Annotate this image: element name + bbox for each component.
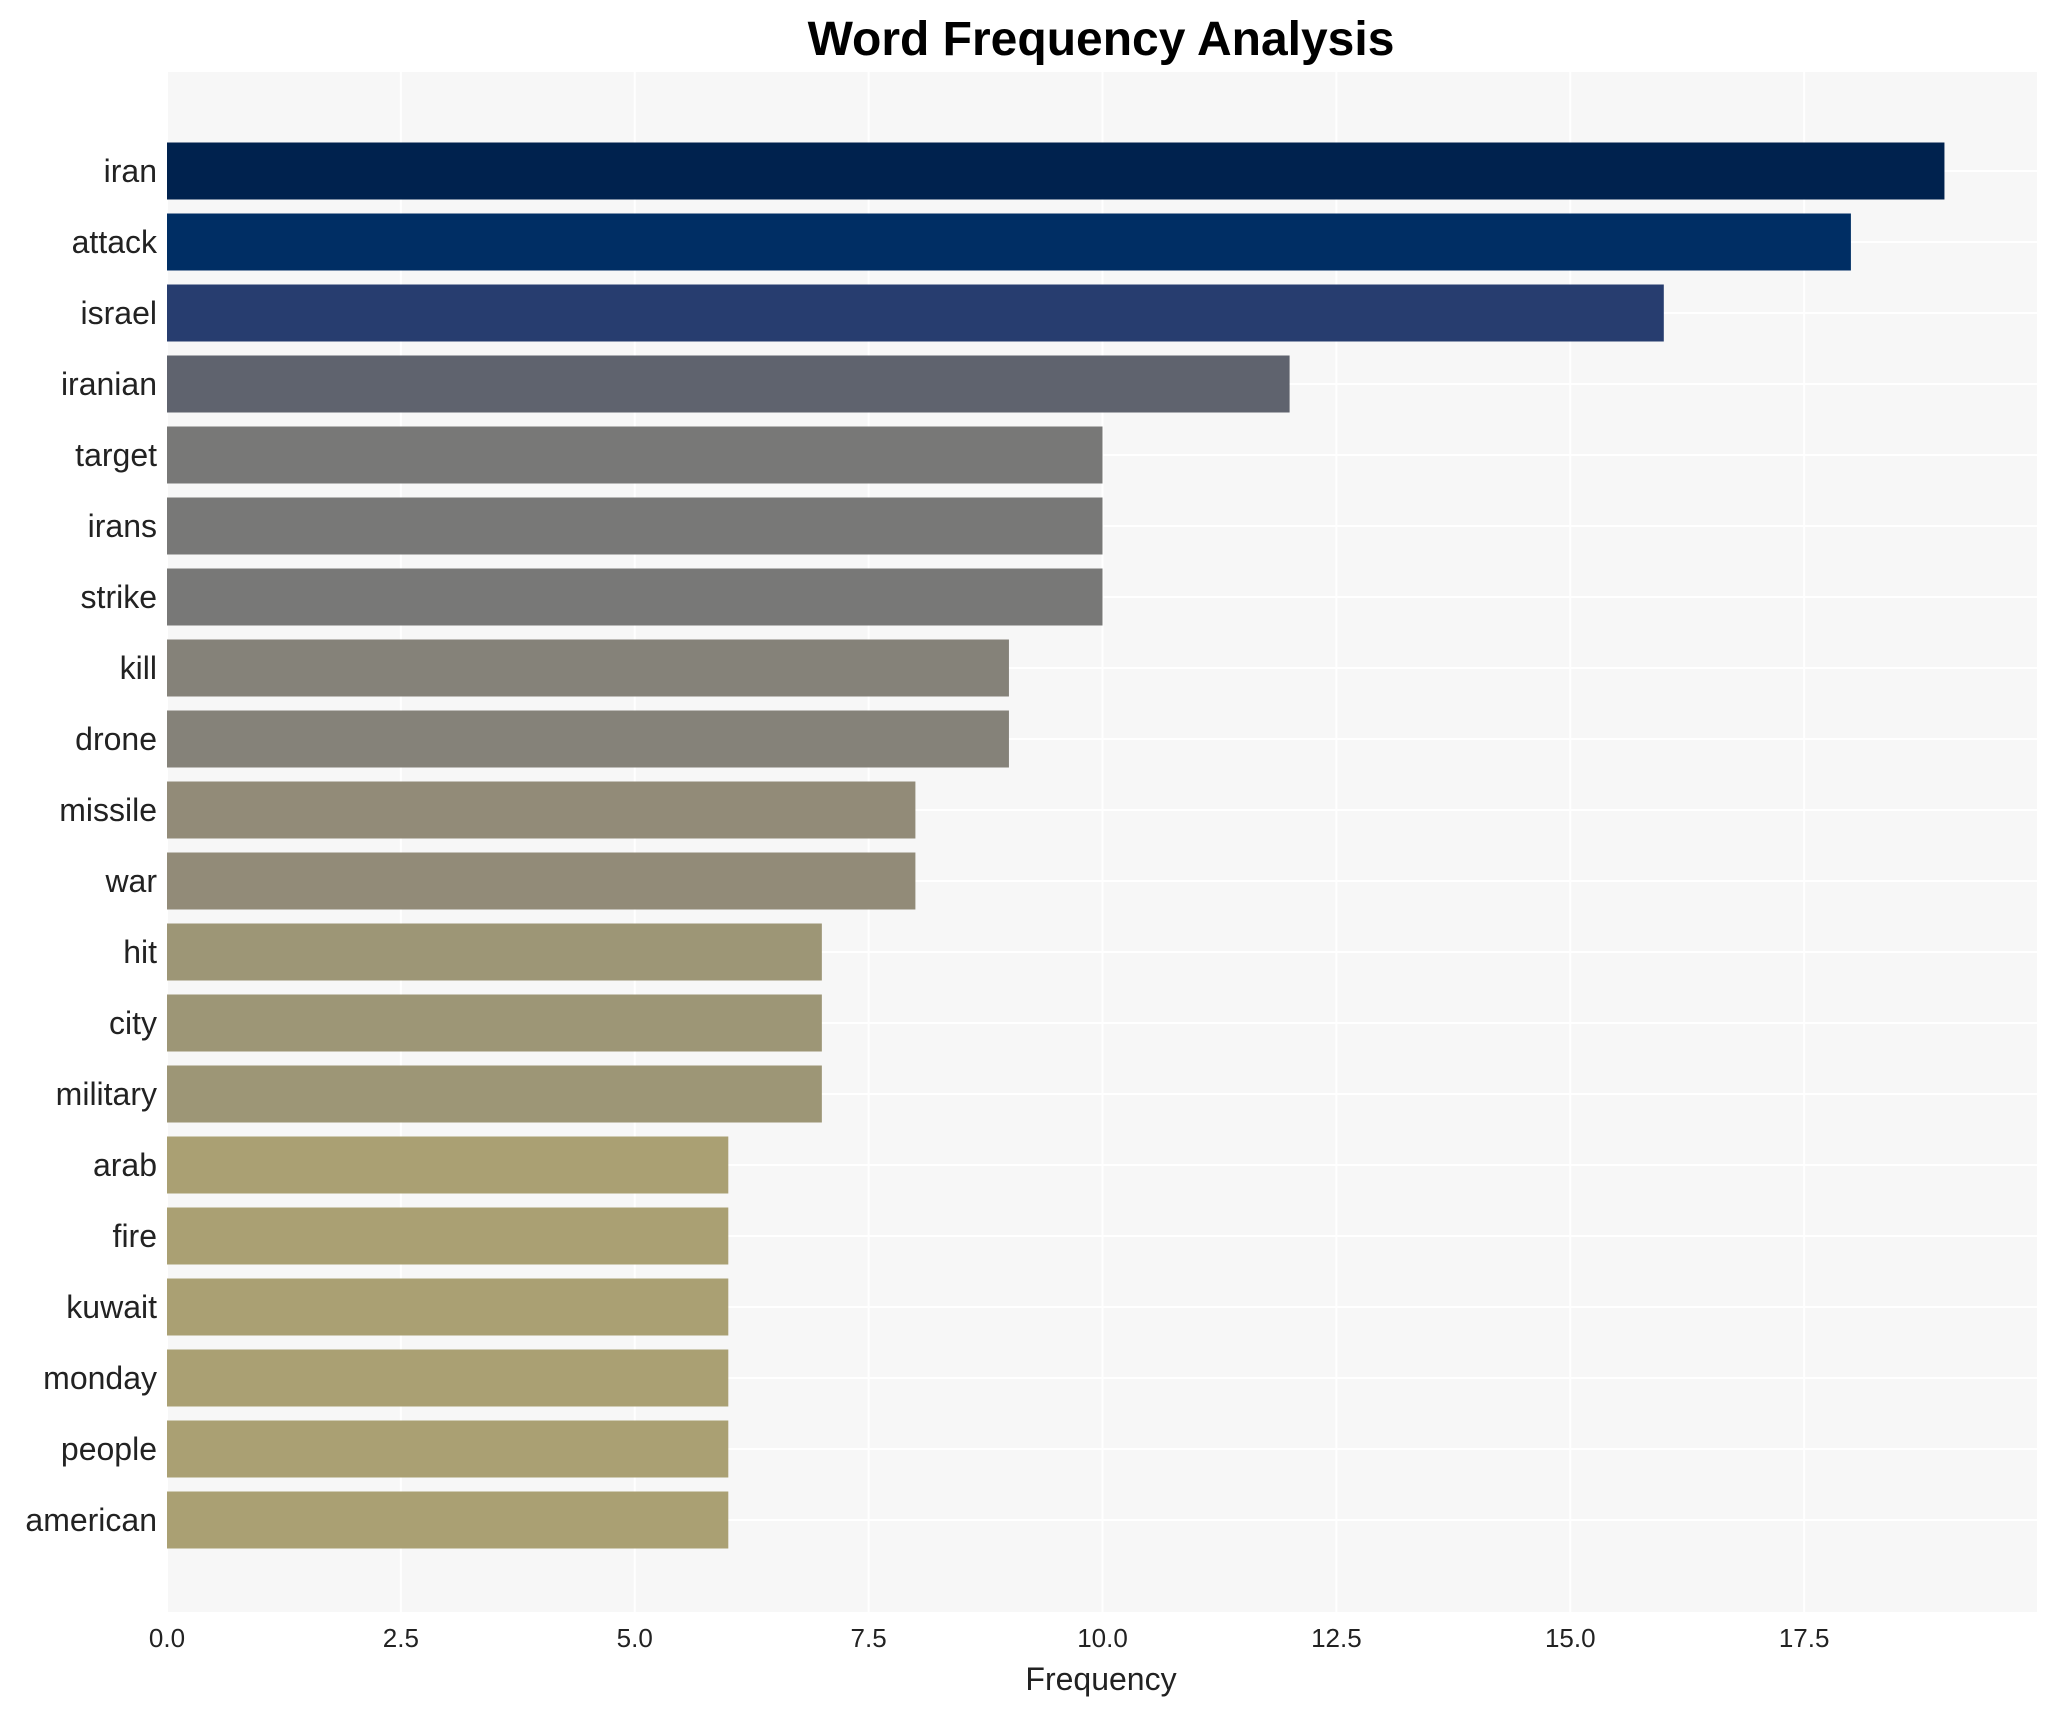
category-label-hit: hit (123, 934, 157, 970)
bar-military (167, 1065, 822, 1123)
chart-title: Word Frequency Analysis (808, 13, 1395, 66)
bar-monday (167, 1349, 729, 1407)
category-label-monday: monday (43, 1360, 157, 1396)
x-tick-label: 2.5 (383, 1623, 419, 1653)
x-tick-label: 15.0 (1545, 1623, 1596, 1653)
category-label-kill: kill (120, 650, 157, 686)
category-label-fire: fire (113, 1218, 157, 1254)
bar-kuwait (167, 1278, 729, 1336)
category-label-iran: iran (104, 153, 157, 189)
category-label-people: people (61, 1431, 157, 1467)
category-label-city: city (109, 1005, 157, 1041)
bar-city (167, 994, 822, 1052)
x-tick-label: 0.0 (149, 1623, 185, 1653)
category-label-arab: arab (93, 1147, 157, 1183)
category-label-target: target (75, 437, 157, 473)
x-tick-label: 12.5 (1311, 1623, 1362, 1653)
category-label-missile: missile (59, 792, 157, 828)
bar-arab (167, 1136, 729, 1194)
bar-missile (167, 781, 916, 839)
x-tick-labels: 0.0 2.5 5.0 7.5 10.0 12.5 15.0 17.5 (149, 1623, 1830, 1653)
x-tick-label: 7.5 (851, 1623, 887, 1653)
category-label-american: american (25, 1502, 157, 1538)
bar-iranian (167, 355, 1290, 413)
category-label-strike: strike (81, 579, 157, 615)
category-label-kuwait: kuwait (66, 1289, 157, 1325)
bar-drone (167, 710, 1009, 768)
x-axis-label: Frequency (1025, 1661, 1176, 1697)
bar-hit (167, 923, 822, 981)
bar-strike (167, 568, 1103, 626)
x-tick-label: 10.0 (1077, 1623, 1128, 1653)
bar-irans (167, 497, 1103, 555)
bar-american (167, 1491, 729, 1549)
bar-target (167, 426, 1103, 484)
category-label-iranian: iranian (61, 366, 157, 402)
x-tick-label: 5.0 (617, 1623, 653, 1653)
category-labels: iran attack israel iranian target irans strike… (25, 153, 158, 1538)
bar-attack (167, 213, 1851, 271)
bar-iran (167, 142, 1945, 200)
bars (167, 142, 1945, 1549)
bar-israel (167, 284, 1664, 342)
bar-people (167, 1420, 729, 1478)
category-label-israel: israel (81, 295, 157, 331)
category-label-military: military (56, 1076, 157, 1112)
bar-war (167, 852, 916, 910)
category-label-war: war (104, 863, 157, 899)
category-label-drone: drone (75, 721, 157, 757)
x-tick-label: 17.5 (1779, 1623, 1830, 1653)
category-label-irans: irans (88, 508, 157, 544)
category-label-attack: attack (72, 224, 158, 260)
bar-fire (167, 1207, 729, 1265)
bar-kill (167, 639, 1009, 697)
